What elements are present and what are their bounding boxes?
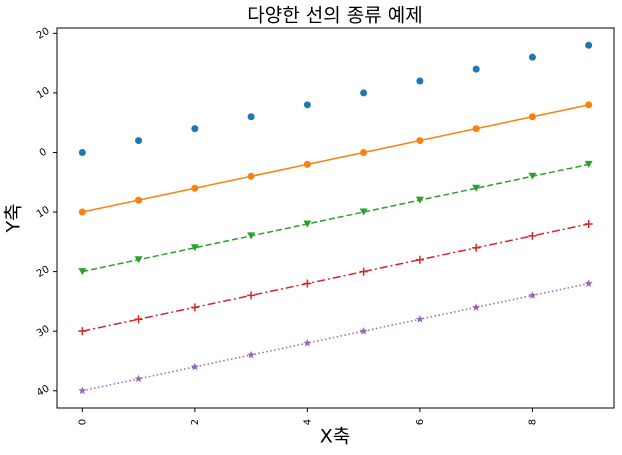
marker — [303, 101, 311, 109]
marker — [134, 315, 143, 324]
marker — [359, 326, 368, 335]
y-axis-label: Y축 — [3, 203, 25, 233]
marker — [472, 184, 481, 192]
series-line — [82, 163, 589, 273]
marker — [303, 338, 312, 347]
y-tick-label: 10 — [35, 85, 52, 101]
marker — [585, 41, 593, 49]
marker — [191, 184, 199, 192]
marker — [359, 267, 368, 276]
x-tick-label: 0 — [77, 419, 88, 425]
marker — [78, 386, 87, 395]
marker — [585, 101, 593, 109]
plot-frame — [56, 27, 615, 409]
marker — [78, 327, 87, 336]
marker — [528, 291, 537, 299]
x-tick-label: 4 — [302, 419, 313, 425]
marker — [528, 113, 536, 121]
marker — [360, 89, 368, 97]
x-tick-label: 8 — [527, 419, 538, 425]
marker — [416, 137, 424, 145]
marker — [416, 77, 424, 85]
marker — [190, 362, 199, 371]
marker — [584, 279, 593, 287]
marker — [528, 53, 536, 61]
marker — [135, 137, 143, 145]
marker — [472, 125, 480, 133]
x-tick-label: 6 — [415, 419, 426, 425]
marker — [191, 125, 199, 133]
x-tick-label: 2 — [190, 419, 201, 425]
y-tick-label: 20 — [35, 26, 52, 42]
marker — [528, 172, 537, 180]
marker — [584, 219, 593, 228]
marker — [190, 244, 199, 252]
marker — [78, 208, 86, 216]
marker — [247, 113, 255, 121]
marker — [134, 374, 143, 383]
marker — [359, 208, 368, 216]
y-tick-label: 10 — [35, 205, 52, 221]
marker — [134, 256, 143, 264]
marker — [415, 315, 424, 323]
marker — [78, 148, 86, 156]
marker — [247, 291, 256, 300]
y-tick-label: 20 — [35, 264, 52, 280]
y-tick-label: 30 — [35, 324, 52, 340]
y-tick-label: 0 — [38, 147, 49, 160]
marker — [360, 148, 368, 156]
marker — [472, 303, 481, 311]
marker — [247, 232, 256, 240]
series-line — [82, 104, 589, 213]
chart-title: 다양한 선의 종류 예제 — [247, 5, 422, 27]
marker — [472, 65, 480, 73]
marker — [247, 350, 256, 359]
marker — [190, 303, 199, 312]
marker — [303, 160, 311, 168]
marker — [303, 279, 312, 288]
marker — [472, 243, 481, 252]
marker — [415, 255, 424, 264]
marker — [135, 196, 143, 204]
marker — [78, 268, 87, 276]
series-line — [82, 223, 589, 332]
marker — [528, 231, 537, 240]
x-axis-label: X축 — [320, 426, 351, 448]
y-tick-label: 40 — [35, 383, 52, 399]
marker — [303, 220, 312, 228]
series-line — [82, 282, 589, 392]
marker — [584, 160, 593, 168]
marker — [247, 172, 255, 180]
marker — [415, 196, 424, 204]
